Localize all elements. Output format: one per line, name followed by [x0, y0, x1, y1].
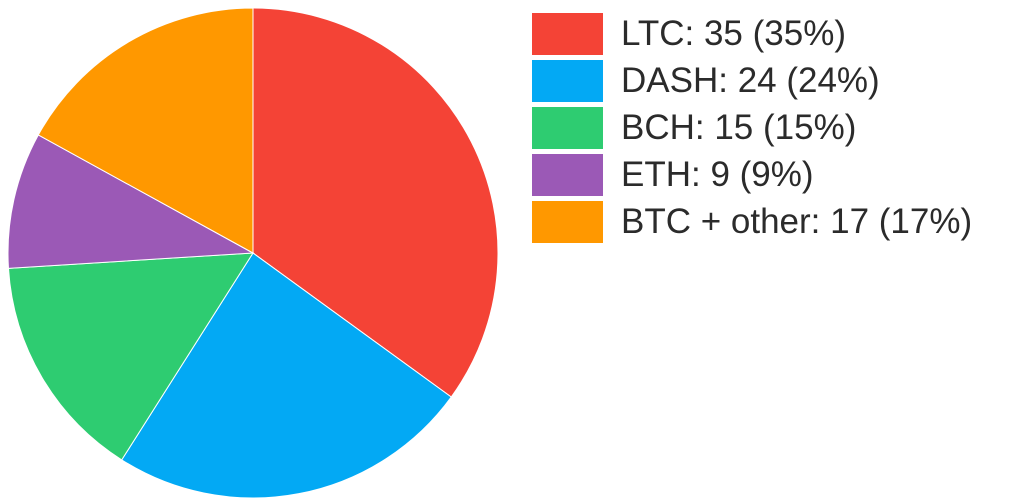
- legend-item-dash: DASH: 24 (24%): [532, 57, 1012, 104]
- pie-slice-eth: [7, 134, 255, 269]
- legend-item-btc-other: BTC + other: 17 (17%): [532, 198, 1012, 245]
- pie-slice-btc-other: [37, 7, 254, 254]
- legend-label-eth: ETH: 9 (9%): [621, 154, 814, 194]
- legend-swatch-dash: [532, 59, 603, 102]
- legend-label-btc-other: BTC + other: 17 (17%): [621, 201, 973, 241]
- legend-item-bch: BCH: 15 (15%): [532, 104, 1012, 151]
- legend-label-ltc: LTC: 35 (35%): [621, 13, 846, 53]
- legend-label-bch: BCH: 15 (15%): [621, 107, 857, 147]
- legend-swatch-btc-other: [532, 200, 603, 243]
- legend-item-eth: ETH: 9 (9%): [532, 151, 1012, 198]
- legend-swatch-eth: [532, 153, 603, 196]
- pie-slice-ltc: [252, 7, 499, 398]
- chart-legend: LTC: 35 (35%) DASH: 24 (24%) BCH: 15 (15%)…: [532, 10, 1012, 245]
- legend-label-dash: DASH: 24 (24%): [621, 60, 880, 100]
- legend-swatch-bch: [532, 106, 603, 149]
- legend-item-ltc: LTC: 35 (35%): [532, 10, 1012, 57]
- pie-slice-bch: [7, 252, 254, 461]
- pie-chart-plot: [7, 7, 499, 498]
- legend-swatch-ltc: [532, 12, 603, 55]
- pie-slice-dash: [121, 252, 452, 498]
